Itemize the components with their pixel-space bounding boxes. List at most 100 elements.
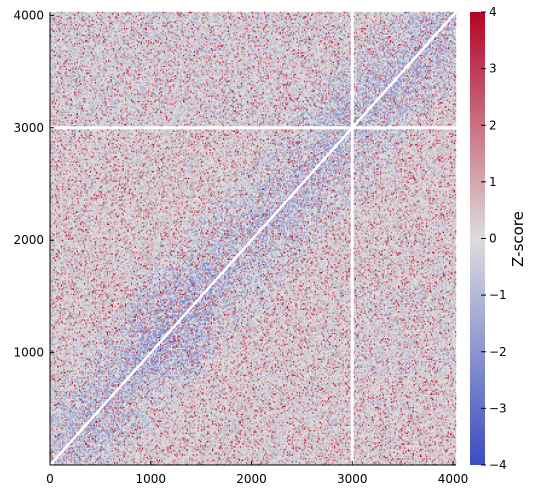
heatmap-cell [54,269,55,270]
heatmap-cell [54,344,55,345]
heatmap-cell [51,391,52,392]
heatmap-cell [57,105,58,106]
heatmap-cell [54,260,55,261]
heatmap-cell [52,41,53,42]
heatmap-cell [51,362,52,363]
heatmap-cell [51,333,52,334]
heatmap-cell [56,361,57,362]
heatmap-cell [55,130,56,131]
heatmap-cell [54,454,55,455]
heatmap-cell [52,190,53,191]
heatmap-cell [51,174,52,175]
heatmap-cell [52,442,53,443]
heatmap-cell [52,148,53,149]
heatmap-cell [57,55,58,56]
heatmap-cell [54,265,55,266]
heatmap-cell [56,51,57,52]
heatmap-cell [56,151,57,152]
heatmap-cell [57,367,58,368]
heatmap-cell [54,434,55,435]
heatmap-cell [55,89,56,90]
heatmap-cell [55,352,56,353]
heatmap-cell [57,186,58,187]
heatmap-cell [52,269,53,270]
heatmap-cell [55,414,56,415]
heatmap-cell [56,60,57,61]
heatmap-cell [51,220,52,221]
heatmap-cell [51,82,52,83]
heatmap-cell [55,39,56,40]
heatmap-cell [51,342,52,343]
heatmap-cell [56,356,57,357]
heatmap-cell [57,272,58,273]
heatmap-cell [57,304,58,305]
heatmap-cell [52,121,53,122]
heatmap-cell [51,148,52,149]
heatmap-cell [51,232,52,233]
heatmap-cell [54,394,55,395]
heatmap-cell [55,317,56,318]
heatmap-cell [52,31,53,32]
heatmap-cell [55,418,56,419]
heatmap-cell [54,242,55,243]
heatmap-cell [55,279,56,280]
heatmap-cell [55,256,56,257]
heatmap-cell [54,162,55,163]
heatmap-cell [54,101,55,102]
heatmap-cell [51,268,52,269]
heatmap-cell [55,184,56,185]
heatmap-cell [54,135,55,136]
heatmap-cell [54,94,55,95]
heatmap-cell [51,213,52,214]
heatmap-cell [56,55,57,56]
heatmap-cell [58,323,59,324]
heatmap-cell [56,71,57,72]
heatmap-cell [51,286,52,287]
heatmap-cell [57,418,58,419]
heatmap-cell [54,315,55,316]
heatmap-cell [57,120,58,121]
heatmap-cell [57,184,58,185]
heatmap-cell [52,340,53,341]
heatmap-cell [52,21,53,22]
heatmap-cell [52,85,53,86]
heatmap-cell [51,295,52,296]
heatmap-cell [57,373,58,374]
heatmap-cell [56,54,57,55]
heatmap-cell [52,263,53,264]
heatmap-cell [57,195,58,196]
heatmap-cell [58,404,59,405]
heatmap-cell [56,64,57,65]
heatmap-cell [55,433,56,434]
heatmap-cell [58,356,59,357]
heatmap-cell [57,47,58,48]
heatmap-cell [51,160,52,161]
heatmap-cell [52,20,53,21]
heatmap-cell [55,323,56,324]
heatmap-cell [54,63,55,64]
heatmap-cell [56,59,57,60]
heatmap-cell [58,291,59,292]
heatmap-cell [54,248,55,249]
heatmap-cell [54,446,55,447]
heatmap-cell [57,317,58,318]
heatmap-cell [57,201,58,202]
heatmap-cell [54,193,55,194]
heatmap-cell [51,255,52,256]
heatmap-cell [58,384,59,385]
heatmap-cell [55,74,56,75]
heatmap-cell [58,344,59,345]
heatmap-cell [58,267,59,268]
heatmap-cell [52,183,53,184]
heatmap-cell [55,435,56,436]
heatmap-cell [58,416,59,417]
heatmap-cell [56,77,57,78]
heatmap-cell [57,232,58,233]
heatmap-cell [58,341,59,342]
heatmap-cell [58,251,59,252]
heatmap-cell [55,72,56,73]
heatmap-cell [54,230,55,231]
heatmap-cell [56,31,57,32]
heatmap-cell [56,354,57,355]
heatmap-cell [57,60,58,61]
